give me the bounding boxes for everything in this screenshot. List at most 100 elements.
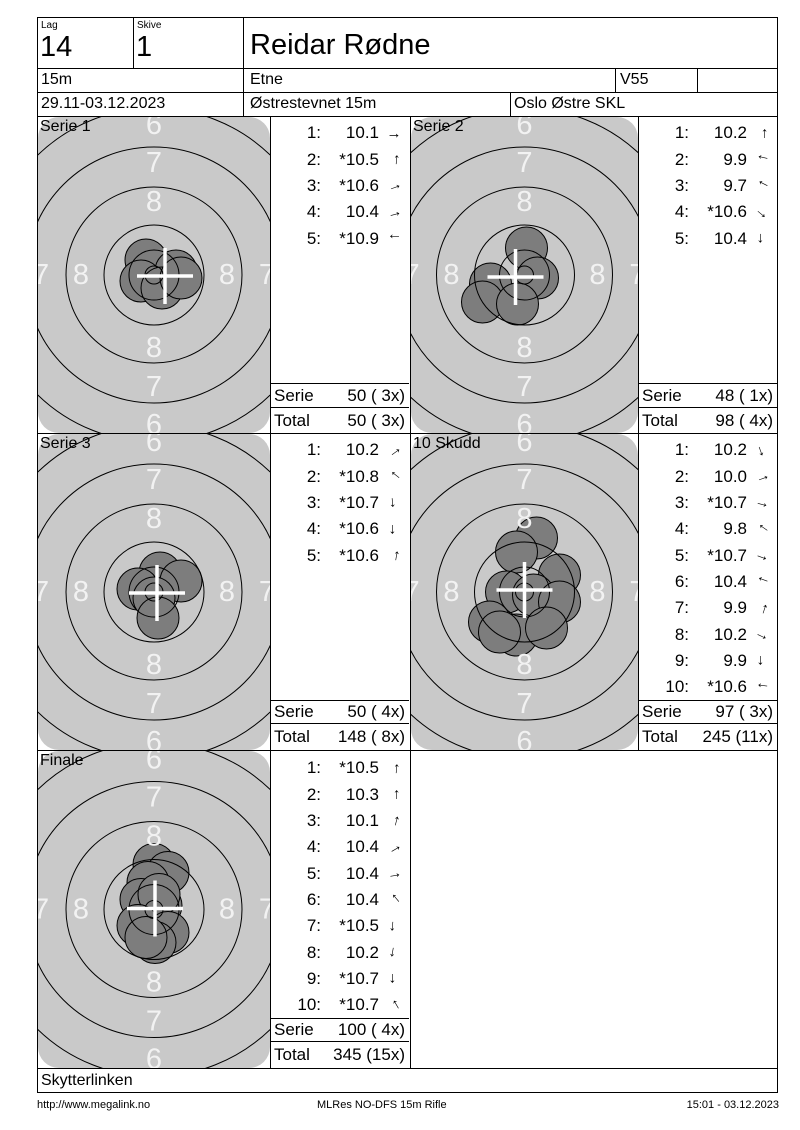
ring-number: 7 — [146, 147, 162, 179]
event-name: Østrestevnet 15m — [250, 95, 377, 112]
shot-direction-arrow: → — [751, 598, 773, 618]
total-label-row: Total 148 ( 8x) — [271, 723, 409, 750]
shot-index: 4: — [674, 519, 689, 539]
grid-line — [37, 116, 778, 117]
shot-direction-arrow: → — [382, 465, 406, 488]
shot-hole — [159, 256, 203, 300]
shot-index: 4: — [306, 837, 321, 857]
shot-row: 6: 10.4 → — [271, 887, 409, 913]
grid-line — [133, 17, 134, 68]
total-label: Total — [642, 410, 678, 430]
total-score: 50 ( 3x) — [347, 410, 405, 430]
shot-direction-arrow: → — [383, 836, 405, 859]
shot-index: 8: — [306, 942, 321, 962]
shot-index: 2: — [306, 466, 321, 486]
ring-number: 7 — [146, 688, 162, 720]
shot-index: 5: — [306, 545, 321, 565]
shot-list: 1: *10.5 → 2: 10.3 → 3: 10.1 → 4: 10.4 → 5: 10.4 → 6: 10… — [271, 755, 409, 1018]
serie-score: 50 ( 4x) — [347, 702, 405, 721]
ring-number: 8 — [443, 259, 459, 291]
shot-index: 9: — [306, 968, 321, 988]
ring-number: 8 — [516, 649, 532, 681]
shot-value: *10.7 — [707, 545, 747, 565]
target-ring — [65, 821, 243, 998]
shot-value: *10.6 — [707, 202, 747, 222]
total-label: Total — [274, 410, 310, 430]
lag-label: Lag — [41, 20, 58, 31]
total-score: 98 ( 4x) — [715, 410, 773, 430]
shot-direction-arrow: → — [752, 544, 772, 567]
shot-direction-arrow: → — [384, 943, 404, 962]
shot-row: 9: 9.9 → — [639, 648, 777, 674]
shot-row: 5: 10.4 → — [639, 225, 777, 251]
total-score: 345 (15x) — [333, 1045, 405, 1064]
total-label: Total — [274, 1045, 310, 1064]
shot-value: 10.2 — [345, 440, 379, 460]
shot-row: 4: 10.4 → — [271, 199, 409, 225]
grid-line — [37, 92, 778, 93]
shot-value: *10.9 — [339, 228, 379, 248]
shot-row: 2: *10.8 → — [271, 463, 409, 489]
shot-direction-arrow: → — [384, 202, 404, 223]
ring-number: 7 — [146, 464, 162, 496]
mpi-cross — [129, 565, 185, 621]
serie-label-row: Serie 50 ( 3x) — [271, 383, 409, 407]
shot-hole — [478, 610, 521, 654]
total-label: Total — [274, 727, 310, 746]
date-range: 29.11-03.12.2023 — [41, 95, 166, 112]
shot-index: 2: — [306, 149, 321, 169]
target-ring — [436, 186, 613, 364]
total-label-row: Total 98 ( 4x) — [639, 407, 777, 433]
shot-value: 9.9 — [723, 598, 747, 618]
shot-row: 2: 9.9 → — [639, 146, 777, 172]
panel-label: Serie 1 — [40, 118, 91, 135]
ring-number: 7 — [411, 259, 420, 291]
shot-direction-arrow: → — [751, 174, 773, 197]
shot-direction-arrow: → — [751, 623, 773, 646]
ring-number: 7 — [629, 576, 638, 608]
shot-row: 5: *10.7 → — [639, 542, 777, 568]
serie-label: Serie — [274, 1020, 314, 1039]
ring-number: 8 — [516, 186, 532, 218]
shot-direction-arrow: → — [752, 492, 772, 514]
shot-hole — [124, 916, 168, 959]
ring-number: 6 — [146, 434, 162, 458]
grid-line — [638, 116, 639, 750]
shot-value: 10.2 — [713, 440, 747, 460]
total-score: 245 (11x) — [702, 727, 773, 746]
ring-number: 8 — [516, 332, 532, 364]
ring-number: 7 — [146, 782, 162, 814]
panel-label: 10 Skudd — [413, 435, 481, 452]
target-ring — [38, 463, 270, 721]
shot-index: 2: — [674, 149, 689, 169]
panel-label: Serie 2 — [413, 118, 464, 135]
shot-row: 6: 10.4 → — [639, 569, 777, 595]
ring-number: 6 — [146, 409, 162, 433]
shot-value: *10.5 — [339, 149, 379, 169]
target-ring — [65, 503, 243, 681]
grid-line — [243, 17, 244, 116]
ring-number: 8 — [146, 332, 162, 364]
shot-direction-arrow: → — [386, 230, 402, 248]
shot-direction-arrow: → — [384, 494, 404, 512]
shot-row: 1: 10.2 → — [271, 437, 409, 463]
shot-list: 1: 10.2 → 2: 10.0 → 3: *10.7 → 4: 9.8 → 5: *10.7 → 6: 10… — [639, 437, 777, 700]
shot-row: 1: 10.2 → — [639, 120, 777, 146]
shot-index: 5: — [674, 545, 689, 565]
shot-value: 10.4 — [345, 863, 379, 883]
shot-row: 3: *10.7 → — [639, 490, 777, 516]
shot-index: 1: — [306, 123, 321, 143]
shot-index: 4: — [674, 202, 689, 222]
shot-direction-arrow: → — [752, 571, 772, 593]
footer-report: MLRes NO-DFS 15m Rifle — [317, 1099, 447, 1111]
target-ring — [411, 463, 638, 721]
ring-number: 8 — [219, 259, 235, 291]
shot-index: 3: — [306, 175, 321, 195]
shot-row: 8: 10.2 → — [639, 621, 777, 647]
serie-label: Serie — [274, 702, 314, 721]
ring-number: 6 — [516, 434, 532, 458]
ring-number: 6 — [516, 726, 532, 750]
